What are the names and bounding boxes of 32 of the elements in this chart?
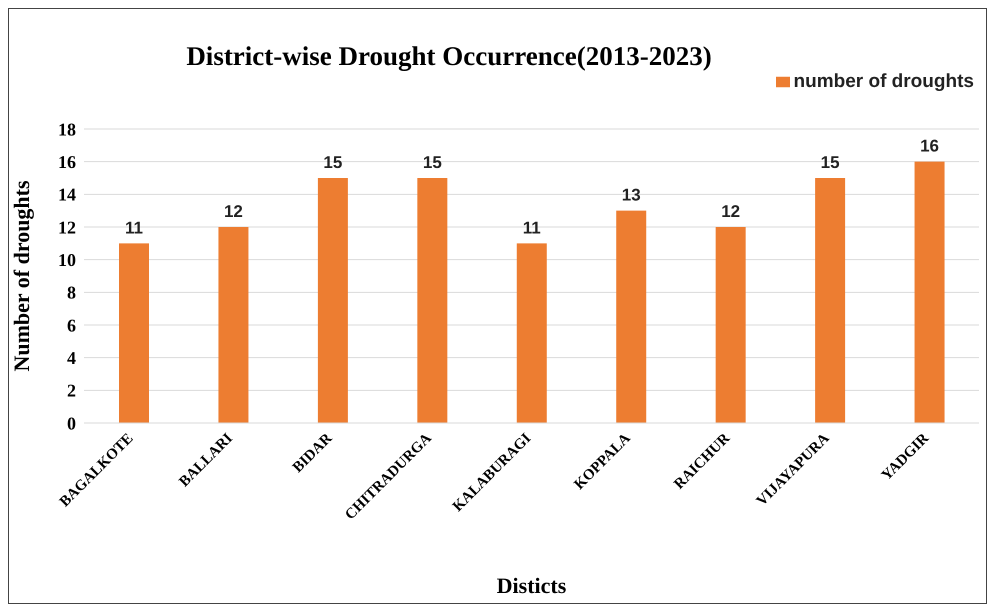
y-tick-label: 6 (67, 315, 76, 336)
bar (716, 227, 746, 423)
bar (815, 178, 846, 423)
y-axis-title: Number of droughts (8, 180, 34, 372)
data-label: 11 (125, 218, 143, 238)
y-tick-label: 16 (58, 152, 76, 172)
bar (417, 178, 448, 423)
y-tick-label: 10 (58, 250, 76, 270)
bar (318, 178, 348, 423)
data-label: 15 (820, 153, 840, 172)
x-axis-title: Disticts (496, 573, 567, 598)
y-tick-label: 14 (58, 184, 76, 205)
bar (616, 210, 646, 423)
bar (516, 243, 547, 423)
bar (119, 243, 149, 423)
legend-label: number of droughts (794, 71, 974, 92)
data-label: 12 (224, 202, 243, 221)
y-tick-label: 2 (67, 380, 76, 401)
chart-title: District-wise Drought Occurrence(2013-2023) (185, 41, 713, 72)
y-tick-label: 4 (67, 348, 76, 368)
bar (218, 227, 248, 423)
data-label: 13 (622, 186, 641, 205)
y-tick-label: 8 (67, 282, 76, 303)
y-tick-label: 0 (67, 413, 76, 434)
bar (914, 162, 945, 423)
y-tick-label: 12 (58, 217, 76, 238)
y-tick-label: 18 (58, 119, 76, 140)
data-label: 11 (522, 218, 541, 238)
data-label: 15 (422, 153, 442, 172)
data-label: 12 (721, 202, 740, 221)
data-label: 16 (920, 136, 940, 156)
data-label: 15 (323, 153, 342, 172)
